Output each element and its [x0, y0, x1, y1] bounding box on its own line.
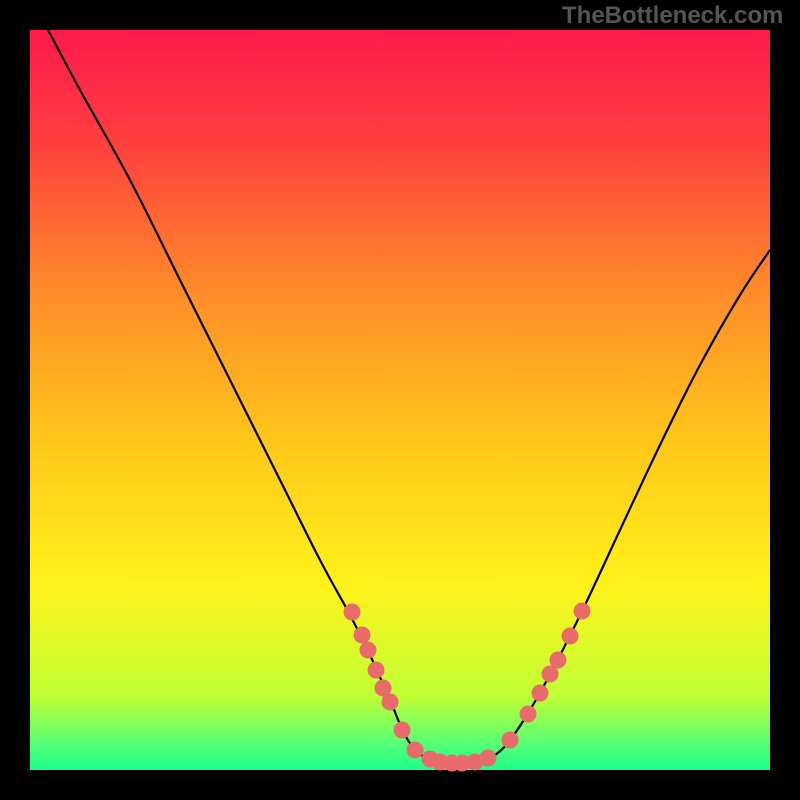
marker-dot: [502, 732, 519, 749]
marker-dot: [344, 604, 361, 621]
bottleneck-chart: [0, 0, 800, 800]
marker-dot: [562, 628, 579, 645]
marker-dot: [407, 742, 424, 759]
marker-dot: [532, 685, 549, 702]
plot-background: [30, 30, 770, 770]
marker-dot: [574, 603, 591, 620]
watermark-text: TheBottleneck.com: [562, 2, 783, 30]
marker-dot: [360, 642, 377, 659]
marker-dot: [394, 722, 411, 739]
marker-dot: [550, 652, 567, 669]
marker-dot: [520, 706, 537, 723]
marker-dot: [354, 627, 371, 644]
marker-dot: [480, 750, 497, 767]
marker-dot: [382, 694, 399, 711]
marker-dot: [368, 662, 385, 679]
